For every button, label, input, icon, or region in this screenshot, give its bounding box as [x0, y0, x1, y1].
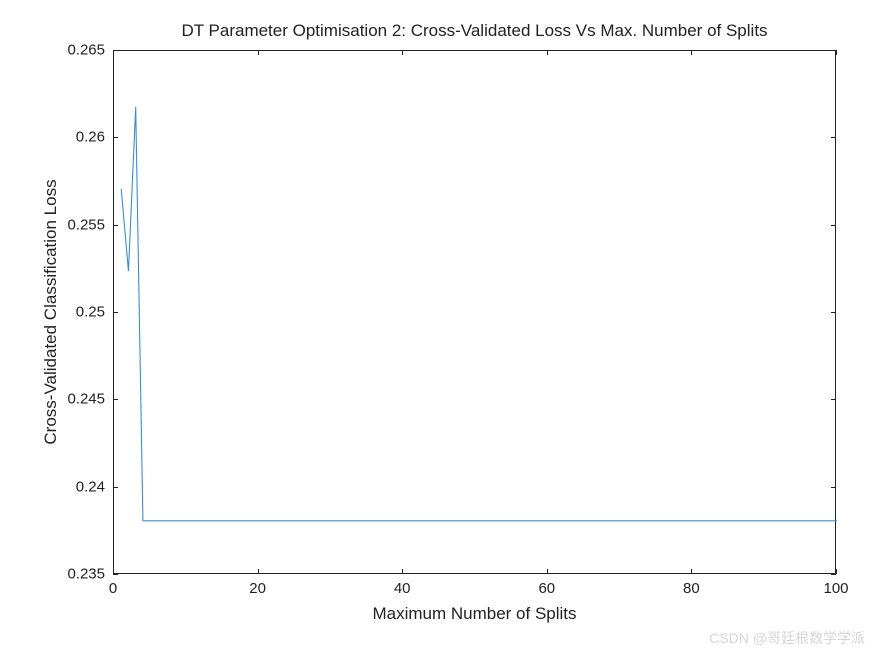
x-tick-label: 60	[538, 580, 555, 597]
y-tick-mark	[831, 487, 836, 488]
y-tick-label: 0.235	[67, 566, 105, 583]
x-tick-label: 0	[109, 580, 117, 597]
chart-title: DT Parameter Optimisation 2: Cross-Valid…	[113, 21, 836, 41]
y-tick-mark	[113, 312, 118, 313]
x-tick-mark	[836, 569, 837, 574]
y-tick-label: 0.265	[67, 42, 105, 59]
y-tick-label: 0.24	[76, 478, 105, 495]
y-tick-mark	[113, 574, 118, 575]
y-tick-label: 0.255	[67, 216, 105, 233]
y-tick-mark	[831, 312, 836, 313]
y-tick-mark	[831, 137, 836, 138]
y-tick-mark	[113, 399, 118, 400]
y-tick-label: 0.26	[76, 129, 105, 146]
y-tick-label: 0.245	[67, 391, 105, 408]
y-tick-mark	[831, 225, 836, 226]
x-tick-mark	[836, 50, 837, 55]
plot-area	[113, 50, 836, 574]
x-tick-label: 100	[823, 580, 848, 597]
y-tick-mark	[113, 137, 118, 138]
x-tick-label: 80	[683, 580, 700, 597]
line-series	[114, 51, 837, 575]
figure-container: DT Parameter Optimisation 2: Cross-Valid…	[0, 0, 875, 656]
watermark-text: CSDN @哥廷根数学学派	[709, 628, 865, 648]
y-tick-mark	[831, 50, 836, 51]
y-tick-mark	[831, 399, 836, 400]
x-tick-mark	[691, 569, 692, 574]
y-tick-label: 0.25	[76, 304, 105, 321]
y-tick-mark	[113, 225, 118, 226]
x-axis-label: Maximum Number of Splits	[113, 604, 836, 624]
x-tick-mark	[258, 569, 259, 574]
x-tick-mark	[691, 50, 692, 55]
x-tick-mark	[547, 50, 548, 55]
x-tick-label: 20	[249, 580, 266, 597]
x-tick-mark	[402, 50, 403, 55]
x-tick-mark	[547, 569, 548, 574]
loss-line	[121, 107, 837, 521]
x-tick-mark	[258, 50, 259, 55]
y-axis-label: Cross-Validated Classification Loss	[41, 50, 61, 574]
x-tick-label: 40	[394, 580, 411, 597]
y-tick-mark	[113, 487, 118, 488]
y-tick-mark	[831, 574, 836, 575]
y-tick-mark	[113, 50, 118, 51]
x-tick-mark	[402, 569, 403, 574]
